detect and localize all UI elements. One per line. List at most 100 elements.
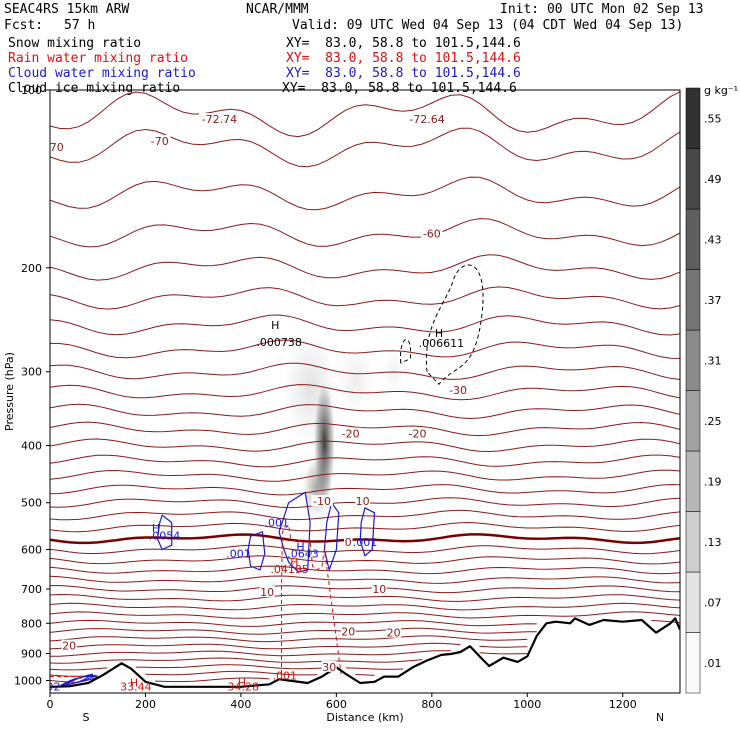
field-xy-rain: XY= 83.0, 58.8 to 101.5,144.6 bbox=[286, 51, 521, 66]
temperature-contour bbox=[50, 483, 680, 496]
rain-water-label: .001 bbox=[273, 669, 298, 682]
colorbar-label: .37 bbox=[704, 294, 722, 307]
org-label: NCAR/MMM bbox=[246, 2, 309, 17]
x-endpoint-south: S bbox=[83, 711, 90, 724]
y-tick-label: 700 bbox=[21, 583, 42, 596]
field-label-cloud-ice: Cloud ice mixing ratio bbox=[8, 81, 181, 96]
temperature-label-bg bbox=[321, 660, 337, 672]
temperature-label-bg bbox=[344, 536, 353, 548]
temperature-label-bg bbox=[406, 427, 429, 439]
temperature-contour bbox=[50, 91, 680, 138]
temperature-contour bbox=[50, 286, 680, 310]
temperature-label: -10 bbox=[313, 495, 331, 508]
colorbar-segment bbox=[685, 269, 701, 331]
colorbar-label: .43 bbox=[704, 233, 722, 246]
temperature-label-bg bbox=[447, 383, 469, 395]
valid-time: Valid: 09 UTC Wed 04 Sep 13 (04 CDT Wed … bbox=[292, 18, 684, 33]
temperature-label: 20 bbox=[341, 625, 355, 638]
y-tick-label: 100 bbox=[21, 84, 42, 97]
cloud-water-label: .001 bbox=[226, 548, 251, 561]
snow-shading-2 bbox=[283, 331, 337, 445]
temperature-label: -60 bbox=[423, 228, 441, 241]
temperature-label: -70 bbox=[151, 135, 169, 148]
colorbar-label: .13 bbox=[704, 536, 722, 549]
colorbar-label: .31 bbox=[704, 354, 722, 367]
rain-water-label: 33.44 bbox=[120, 681, 152, 694]
temperature-contour bbox=[50, 421, 680, 437]
temperature-contour bbox=[50, 680, 79, 683]
colorbar-segment bbox=[685, 390, 701, 452]
colorbar-label: .55 bbox=[704, 112, 722, 125]
y-tick-label: 600 bbox=[21, 543, 42, 556]
temperature-contour bbox=[50, 218, 680, 248]
temperature-label: 10 bbox=[372, 583, 386, 596]
temperature-contour bbox=[50, 555, 680, 565]
cloud-water-label: .001 bbox=[353, 536, 378, 549]
cloud-ice-contour bbox=[400, 338, 412, 364]
temperature-contour bbox=[50, 362, 680, 380]
temperature-contour bbox=[50, 584, 680, 594]
x-tick-label: 800 bbox=[421, 698, 442, 711]
temperature-label: 0 bbox=[345, 536, 352, 549]
temperature-contour bbox=[50, 544, 680, 555]
max-marker-h: H bbox=[238, 677, 246, 690]
temperature-contour bbox=[145, 670, 318, 676]
cloud-water-label: 892 bbox=[40, 680, 61, 693]
temperature-label: -20 bbox=[342, 428, 360, 441]
cloud-water-label: .0643 bbox=[287, 548, 319, 561]
temperature-label-bg bbox=[198, 113, 240, 125]
cloud-water-contour-2 bbox=[278, 491, 311, 573]
max-marker-h: H bbox=[290, 556, 298, 569]
max-marker-h: H bbox=[130, 677, 138, 690]
y-axis-label: Pressure (hPa) bbox=[3, 352, 16, 431]
cloud-water-contour-1 bbox=[247, 531, 266, 571]
rain-water-label: .04195 bbox=[270, 563, 309, 576]
cloud-ice-contour bbox=[425, 264, 484, 386]
temperature-label-bg bbox=[61, 639, 77, 651]
y-tick-label: 400 bbox=[21, 440, 42, 453]
temperature-label-bg bbox=[149, 134, 171, 146]
temperature-contour bbox=[50, 521, 680, 533]
max-marker-h: H bbox=[152, 522, 160, 535]
temperature-contour bbox=[345, 667, 404, 670]
y-tick-label: 800 bbox=[21, 617, 42, 630]
plot-frame bbox=[49, 89, 681, 694]
temperature-contour bbox=[50, 314, 680, 336]
temperature-contour bbox=[50, 575, 680, 584]
temperature-label-bg bbox=[50, 141, 66, 153]
y-tick-label: 500 bbox=[21, 497, 42, 510]
colorbar-segment bbox=[685, 148, 701, 210]
temperature-label: -72.74 bbox=[202, 113, 237, 126]
cloud-water-contour-0 bbox=[156, 514, 173, 551]
temperature-contour bbox=[50, 635, 528, 643]
temperature-contour bbox=[479, 652, 528, 655]
x-tick-label: 600 bbox=[326, 698, 347, 711]
rain-water-contour bbox=[50, 676, 84, 681]
field-xy-cloud-water: XY= 83.0, 58.8 to 101.5,144.6 bbox=[286, 66, 521, 81]
temperature-label-bg bbox=[339, 427, 362, 439]
cloud-water-contour-3 bbox=[323, 502, 340, 571]
temperature-contour bbox=[50, 611, 680, 619]
field-label-cloud-water: Cloud water mixing ratio bbox=[8, 66, 196, 81]
temperature-label: -30 bbox=[449, 384, 467, 397]
temperature-label: -20 bbox=[409, 428, 427, 441]
colorbar-segment bbox=[685, 87, 701, 149]
colorbar-segment bbox=[685, 450, 701, 512]
colorbar-segment bbox=[685, 208, 701, 270]
temperature-contour bbox=[50, 657, 423, 664]
temperature-label-bg bbox=[421, 227, 443, 239]
temperature-label-bg bbox=[340, 625, 356, 637]
temperature-contour bbox=[50, 642, 461, 650]
colorbar-segment bbox=[685, 632, 701, 694]
colorbar-segment bbox=[685, 329, 701, 391]
x-axis-label: Distance (km) bbox=[326, 711, 403, 724]
max-marker-h: H bbox=[296, 540, 304, 553]
cloud-water-label: .0054 bbox=[149, 529, 181, 542]
temperature-contour bbox=[50, 667, 108, 671]
colorbar-label: .07 bbox=[704, 596, 722, 609]
temperature-label-bg bbox=[406, 113, 448, 125]
temperature-label: 10 bbox=[260, 586, 274, 599]
rain-water-label: 34.28 bbox=[228, 681, 260, 694]
